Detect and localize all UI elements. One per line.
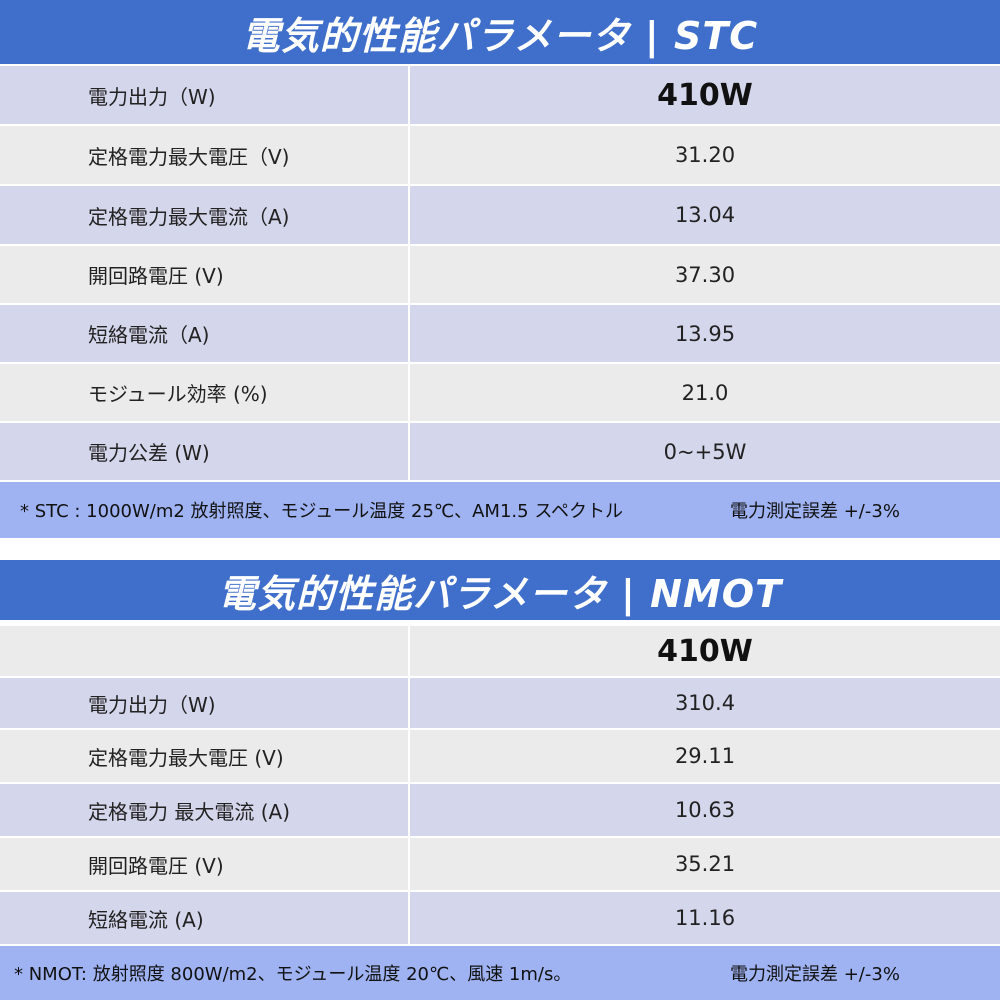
- stc-row-label: 定格電力最大電圧（V): [0, 126, 410, 184]
- nmot-header-value: 410W: [657, 633, 753, 669]
- nmot-row-value: 35.21: [674, 852, 736, 876]
- stc-row-value: 0~+5W: [663, 439, 747, 464]
- stc-row-label: モジュール効率 (%): [0, 364, 410, 421]
- stc-title: 電気的性能パラメータ | STC: [0, 0, 1000, 64]
- stc-row-label: 電力公差 (W): [0, 423, 410, 480]
- stc-note-right: 電力測定誤差 +/-3%: [730, 501, 900, 522]
- nmot-note-right: 電力測定誤差 +/-3%: [730, 964, 900, 985]
- nmot-row-voc: 開回路電圧 (V) 35.21: [0, 838, 1000, 890]
- stc-row-label: 電力出力（W): [0, 66, 410, 124]
- nmot-row-imp: 定格電力 最大電流 (A) 10.63: [0, 784, 1000, 836]
- nmot-title: 電気的性能パラメータ | NMOT: [0, 560, 1000, 620]
- stc-row-value: 13.95: [674, 321, 736, 346]
- stc-row-tolerance: 電力公差 (W) 0~+5W: [0, 423, 1000, 480]
- stc-row-imp: 定格電力最大電流（A) 13.04: [0, 186, 1000, 244]
- stc-row-value: 21.0: [681, 380, 729, 405]
- stc-row-efficiency: モジュール効率 (%) 21.0: [0, 364, 1000, 421]
- stc-row-value: 13.04: [674, 203, 736, 227]
- nmot-row-value: 10.63: [674, 798, 736, 822]
- nmot-row-label: 開回路電圧 (V): [0, 838, 410, 890]
- stc-row-label: 定格電力最大電流（A): [0, 186, 410, 244]
- stc-note-text: * STC : 1000W/m2 放射照度、モジュール温度 25℃、AM1.5 …: [20, 501, 624, 522]
- nmot-row-label: 定格電力最大電圧 (V): [0, 730, 410, 782]
- nmot-footnote: * NMOT: 放射照度 800W/m2、モジュール温度 20℃、風速 1m/s…: [0, 946, 1000, 1000]
- nmot-row-vmp: 定格電力最大電圧 (V) 29.11: [0, 730, 1000, 782]
- nmot-row-power: 電力出力（W) 310.4: [0, 678, 1000, 728]
- stc-row-vmp: 定格電力最大電圧（V) 31.20: [0, 126, 1000, 184]
- nmot-row-label-empty: [0, 626, 410, 676]
- nmot-row-value: 310.4: [674, 691, 736, 715]
- stc-row-label: 短絡電流（A): [0, 305, 410, 362]
- nmot-row-header: 410W: [0, 626, 1000, 676]
- stc-row-power: 電力出力（W) 410W: [0, 66, 1000, 124]
- stc-row-isc: 短絡電流（A) 13.95: [0, 305, 1000, 362]
- nmot-row-isc: 短絡電流 (A) 11.16: [0, 892, 1000, 944]
- stc-footnote: * STC : 1000W/m2 放射照度、モジュール温度 25℃、AM1.5 …: [0, 482, 1000, 538]
- stc-row-value: 31.20: [674, 143, 736, 167]
- nmot-note-text: * NMOT: 放射照度 800W/m2、モジュール温度 20℃、風速 1m/s…: [14, 964, 572, 985]
- stc-row-voc: 開回路電圧 (V) 37.30: [0, 246, 1000, 303]
- nmot-row-label: 定格電力 最大電流 (A): [0, 784, 410, 836]
- stc-row-label: 開回路電圧 (V): [0, 246, 410, 303]
- nmot-row-label: 電力出力（W): [0, 678, 410, 728]
- nmot-row-value: 29.11: [674, 744, 736, 768]
- stc-row-value: 37.30: [674, 262, 736, 287]
- nmot-row-value: 11.16: [674, 906, 736, 930]
- nmot-row-label: 短絡電流 (A): [0, 892, 410, 944]
- stc-row-value: 410W: [657, 77, 753, 113]
